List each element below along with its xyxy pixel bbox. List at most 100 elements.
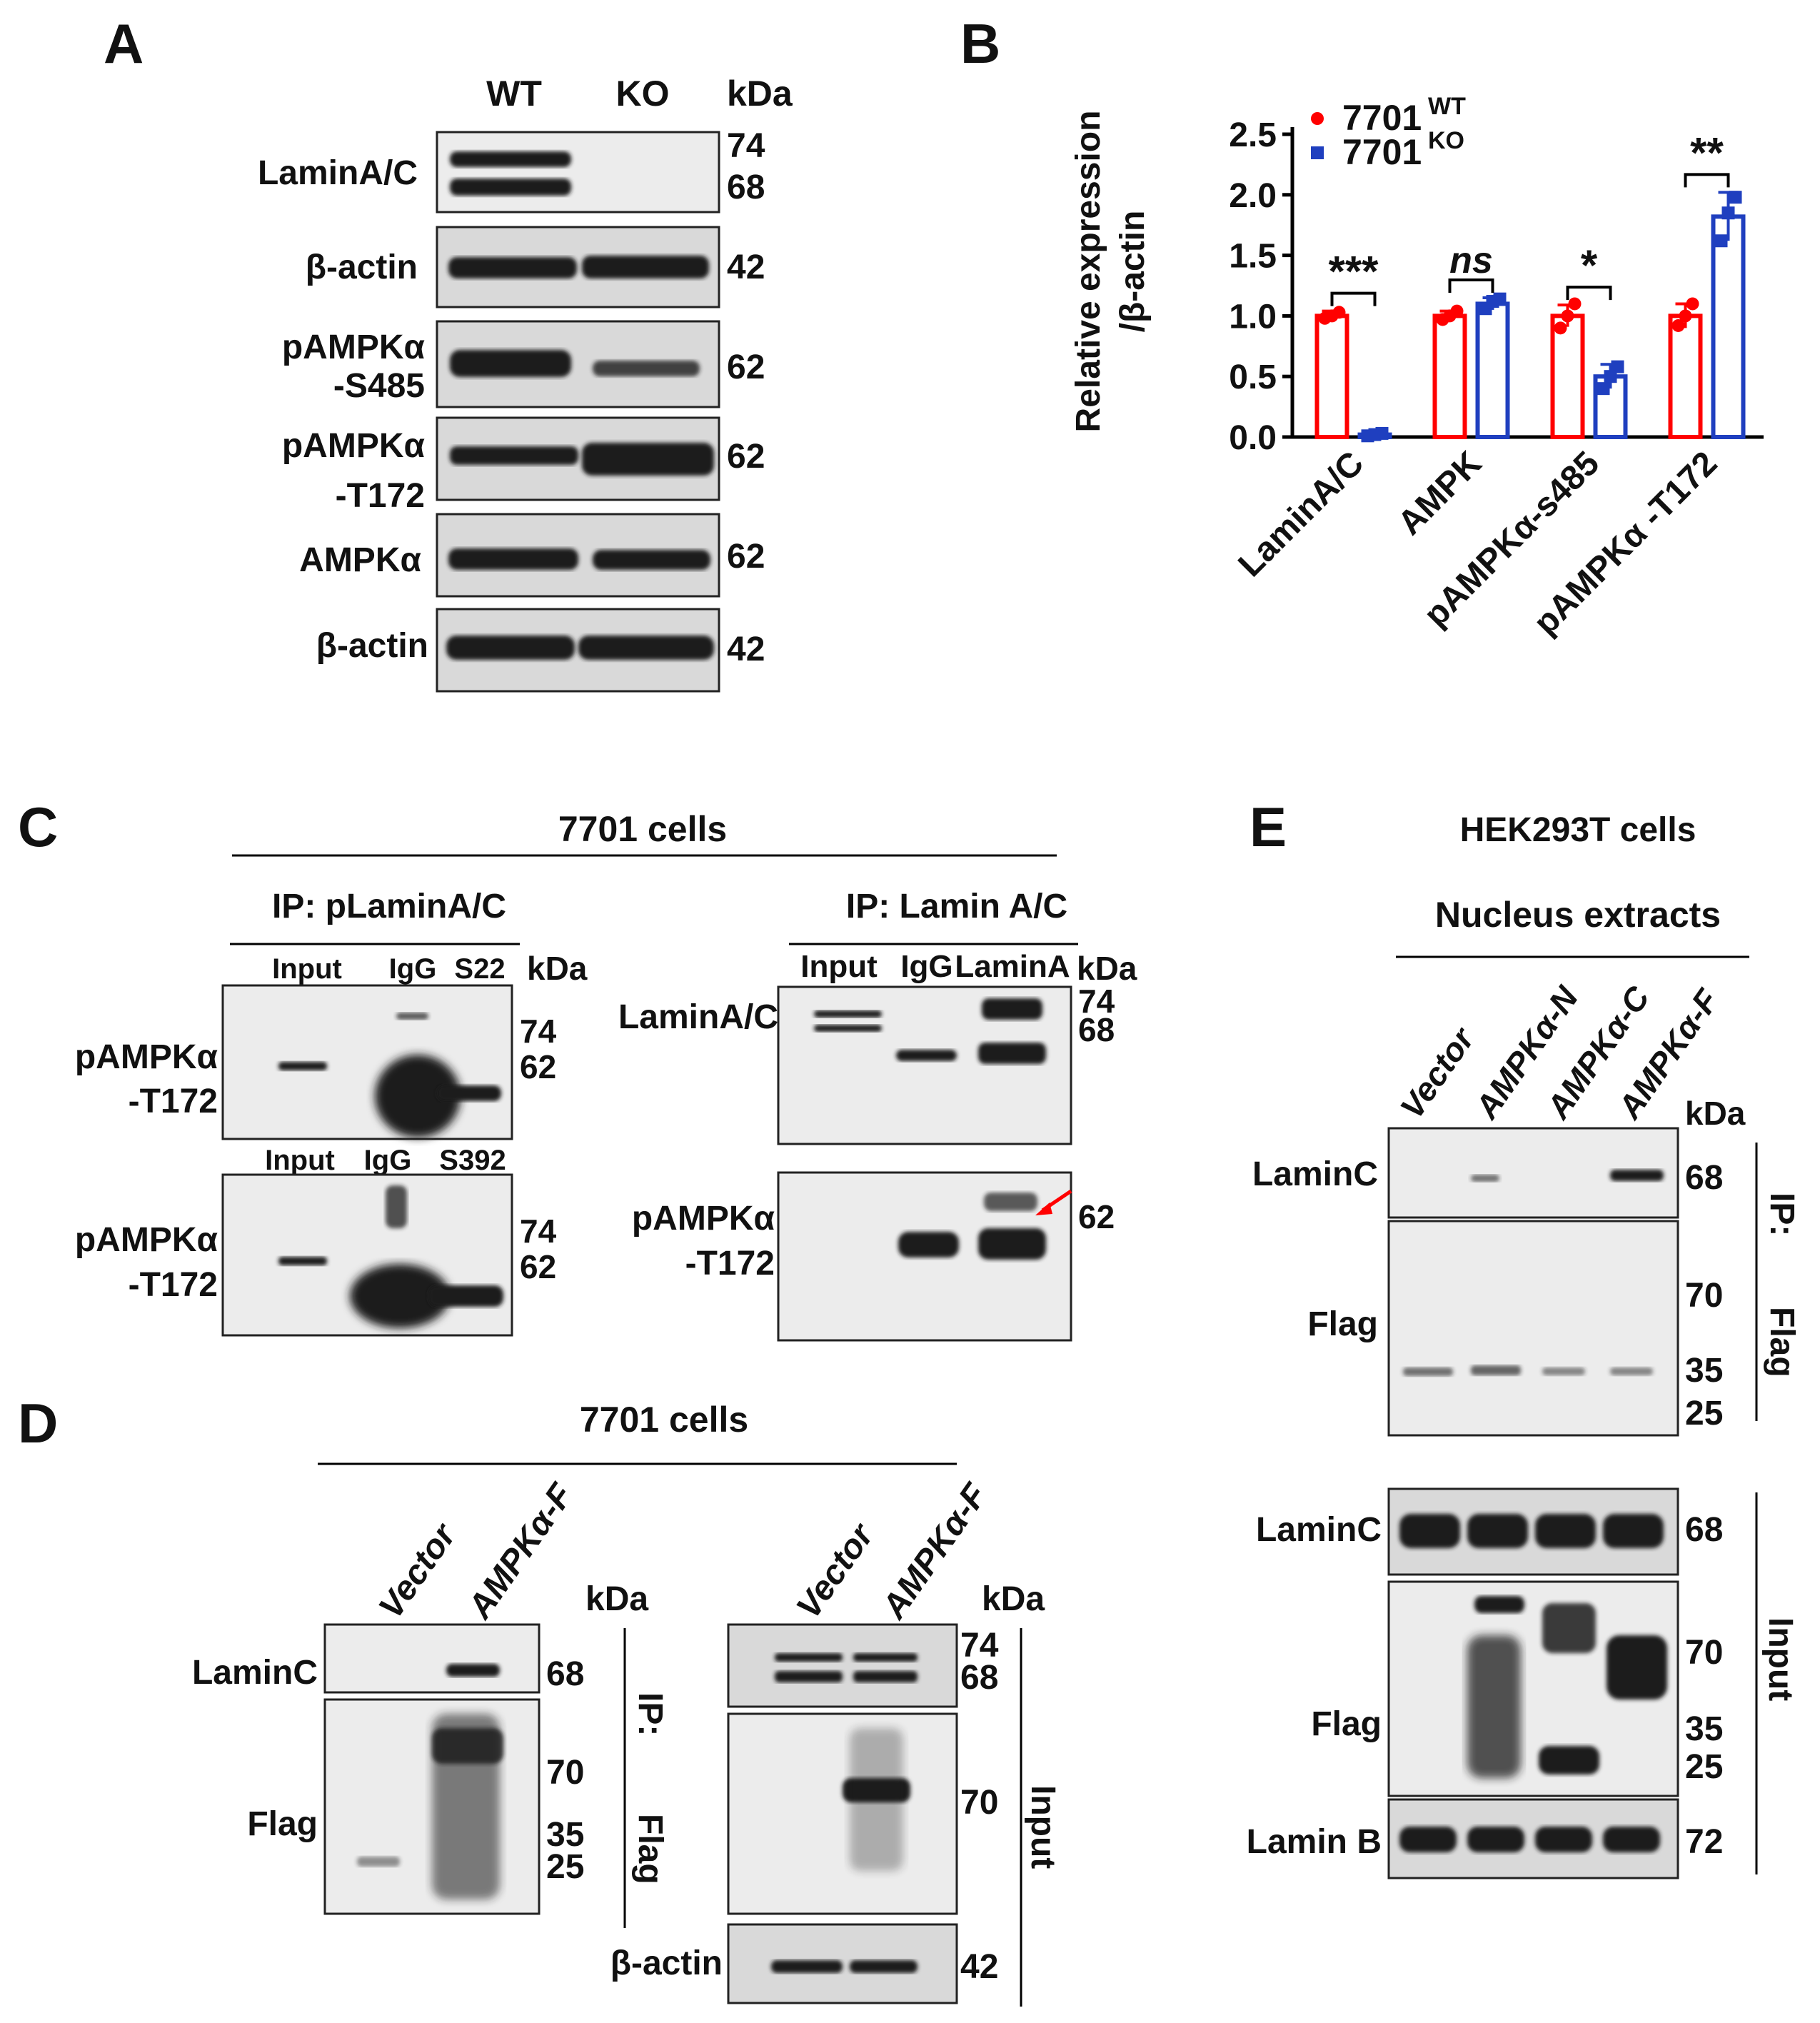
row-label-lamin-ac: LaminA/C: [258, 154, 418, 192]
band-e-in-c: [1535, 1514, 1596, 1548]
cr-row2-label-1: pAMPKα: [632, 1200, 775, 1238]
band-ampka-wt: [448, 548, 578, 570]
band-e-c-bottom: [1539, 1746, 1599, 1774]
significance-bracket: [1448, 278, 1494, 293]
data-point: [1671, 318, 1685, 332]
c-left-label-1: pAMPKα: [75, 1038, 218, 1076]
band-c2-input: [278, 1257, 327, 1265]
band-d-actin-a: [771, 1960, 843, 1973]
data-point: [1554, 321, 1567, 335]
d-flag-kda-25: 25: [546, 1848, 584, 1886]
e-input-side: Input: [1761, 1617, 1799, 1701]
red-arrow-head: [1035, 1203, 1052, 1215]
lane-input-c1: Input: [272, 953, 342, 985]
e-ip-laminc-kda: 68: [1685, 1159, 1723, 1197]
band-cr-igg: [896, 1050, 957, 1061]
lane-s392: S392: [439, 1145, 506, 1176]
band-c2-igg-top: [386, 1185, 407, 1228]
data-point: [1597, 382, 1610, 396]
cr-kda-74: 74: [1078, 983, 1115, 1020]
blot-c-top: [221, 984, 513, 1140]
blot-e-ip-flag: [1387, 1220, 1679, 1437]
band-cr-lamin-74: [982, 998, 1042, 1020]
band-actin-ko: [582, 256, 709, 278]
band-cr-input-68: [814, 1025, 882, 1032]
significance-label: *: [1581, 241, 1598, 289]
data-point: [1721, 206, 1735, 220]
bar: [1668, 313, 1703, 439]
band-ampka-ko: [593, 550, 710, 570]
band-actin2-ko: [578, 636, 714, 660]
data-point: [1604, 370, 1617, 383]
c-left-kda-74: 74: [520, 1013, 557, 1050]
d-actin-label: β-actin: [610, 1944, 723, 1982]
blot-lamin-ac: [436, 131, 720, 214]
e-ip-flag-kda-70: 70: [1685, 1277, 1723, 1315]
d-ip-side-2: Flag: [631, 1814, 669, 1884]
panel-c-header: 7701 cells: [558, 809, 727, 849]
e-in-flag-label: Flag: [1311, 1705, 1382, 1743]
e-kda: kDa: [1685, 1095, 1746, 1132]
band-d-in1-a: [775, 1653, 843, 1662]
e-ip-flag-kda-35: 35: [1685, 1352, 1723, 1390]
band-c1-s22: [437, 1085, 501, 1101]
kda-c-left: kDa: [527, 950, 588, 987]
d-in-kda-74: 74: [960, 1627, 999, 1665]
data-point: [1332, 306, 1346, 319]
lane-label-ko: KO: [616, 74, 670, 114]
y-tick-label: 0.5: [1229, 358, 1277, 396]
bar: [1432, 313, 1467, 439]
band-e-ip-flag-c: [1542, 1367, 1585, 1375]
c-left-label-3: pAMPKα: [75, 1221, 218, 1259]
y-axis-title-line2: /β-actin: [1114, 211, 1152, 333]
panel-c: C 7701 cells IP: pLaminA/C Input IgG S22…: [18, 795, 1137, 1342]
panel-b-letter: B: [960, 12, 1000, 75]
data-point: [1611, 360, 1624, 373]
blot-d-in-row2: [727, 1712, 958, 1915]
e-ip-laminc-label: LaminC: [1252, 1155, 1378, 1193]
d-in-kda-70: 70: [960, 1784, 998, 1822]
band-d-laminc: [446, 1664, 500, 1677]
band-e-lb-c: [1535, 1827, 1592, 1852]
bar: [1475, 301, 1510, 439]
row-label-pampk-t172-1: pAMPKα: [282, 427, 426, 465]
band-e-f: [1607, 1635, 1667, 1700]
band-e-in-d: [1603, 1514, 1664, 1548]
band-cr2-lamin-top: [984, 1193, 1037, 1211]
lane-label-wt: WT: [486, 74, 542, 114]
band-c2-igg: [350, 1264, 450, 1328]
e-ip-side-2: Flag: [1763, 1307, 1801, 1377]
bar-chart: 0.00.51.01.52.02.5***LaminA/CnsAMPK*pAMP…: [1229, 93, 1764, 642]
d-flag-kda-35: 35: [546, 1816, 584, 1854]
significance-label: **: [1690, 129, 1724, 176]
data-point: [1375, 426, 1389, 440]
cr-row1-label: LaminA/C: [618, 998, 778, 1036]
legend-label: 7701: [1342, 98, 1422, 138]
kda-42: 42: [727, 249, 765, 286]
data-point: [1561, 309, 1574, 323]
kda-62-ampka: 62: [727, 538, 765, 576]
kda-42-2: 42: [727, 631, 765, 668]
d-actin-kda: 42: [960, 1948, 998, 1986]
kda-74: 74: [727, 127, 765, 165]
y-tick-label: 1.5: [1229, 238, 1277, 276]
d-ip-side-1: IP:: [631, 1692, 669, 1736]
row-label-beta-actin-2: β-actin: [316, 627, 428, 665]
legend-superscript: WT: [1428, 93, 1466, 120]
e-in-flag-kda-25: 25: [1685, 1748, 1723, 1786]
band-lamin-ac-68: [450, 179, 571, 196]
band-cr-lamin-68: [978, 1043, 1046, 1064]
data-point: [1450, 304, 1464, 318]
band-e-in-a: [1399, 1514, 1460, 1548]
band-e-ip-n: [1471, 1175, 1499, 1182]
y-tick-label: 1.0: [1229, 298, 1277, 336]
d-kda-ip: kDa: [585, 1580, 648, 1618]
band-actin2-wt: [446, 636, 575, 660]
panel-d: D 7701 cells Vector AMPKα-F kDa LaminC 6…: [18, 1392, 1062, 2007]
y-tick-label: 2.5: [1229, 116, 1277, 154]
band-d-in2-smear: [850, 1728, 903, 1871]
panel-e: E HEK293T cells Nucleus extracts Vector …: [1247, 795, 1801, 1879]
kda-62-t172: 62: [727, 438, 765, 476]
e-in-flag-kda-70: 70: [1685, 1634, 1723, 1672]
data-point: [1679, 309, 1692, 323]
